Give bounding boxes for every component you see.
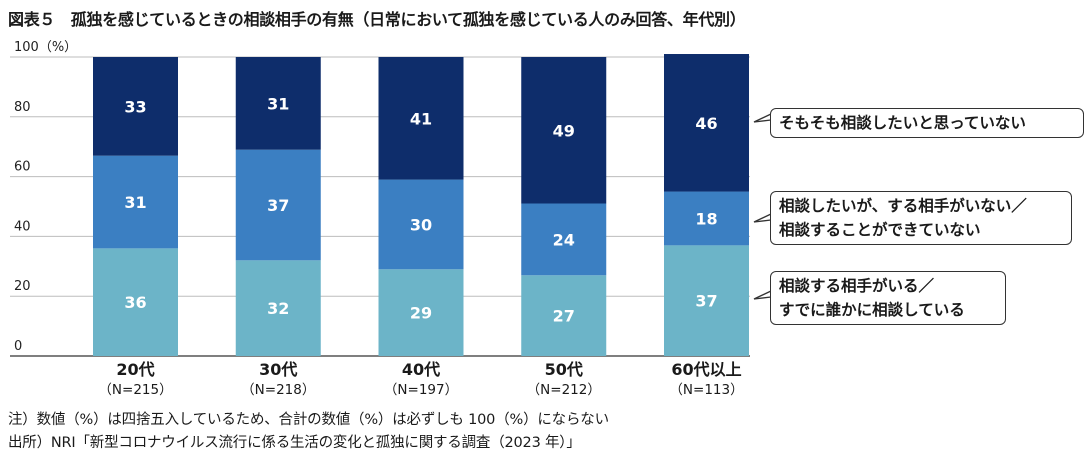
note-rounding: 注）数値（%）は四捨五入しているため、合計の数値（%）は必ずしも 100（%）に… bbox=[8, 412, 609, 428]
y-tick-label: 100（%） bbox=[14, 40, 77, 55]
data-label: 33 bbox=[124, 97, 146, 116]
category-sample-size: （N=113） bbox=[669, 382, 743, 398]
data-label: 37 bbox=[695, 292, 717, 311]
y-tick-label: 20 bbox=[14, 279, 31, 294]
data-label: 31 bbox=[267, 94, 289, 113]
bar-segment bbox=[235, 149, 321, 261]
data-label: 31 bbox=[124, 193, 146, 212]
category-label: 20代 bbox=[116, 360, 154, 379]
legend-line: 相談することができていない bbox=[779, 221, 981, 239]
data-label: 49 bbox=[553, 121, 575, 140]
bar-segment bbox=[235, 260, 321, 356]
data-label: 32 bbox=[267, 299, 289, 318]
bar-segment bbox=[93, 248, 178, 356]
category-sample-size: （N=197） bbox=[384, 382, 458, 398]
data-label: 36 bbox=[124, 293, 146, 312]
y-tick-label: 80 bbox=[14, 100, 31, 115]
data-label: 24 bbox=[553, 230, 575, 249]
bar-segment bbox=[378, 179, 464, 270]
bar-segment bbox=[664, 191, 749, 246]
bar-segment bbox=[521, 203, 607, 276]
legend-no-one-to-consult: 相談したいが、する相手がいない／ 相談することができていない bbox=[770, 191, 1072, 245]
y-tick-label: 60 bbox=[14, 160, 31, 175]
category-label: 50代 bbox=[545, 360, 583, 379]
legend-line: すでに誰かに相談している bbox=[779, 301, 965, 319]
y-tick-label: 0 bbox=[14, 339, 22, 354]
bar-segment bbox=[378, 57, 464, 180]
data-label: 41 bbox=[410, 109, 432, 128]
data-label: 46 bbox=[695, 114, 717, 133]
data-label: 18 bbox=[695, 209, 717, 228]
legend-has-someone-to-consult: 相談する相手がいる／ すでに誰かに相談している bbox=[770, 271, 1006, 325]
data-label: 29 bbox=[410, 304, 432, 323]
category-label: 30代 bbox=[259, 360, 297, 379]
category-sample-size: （N=215） bbox=[98, 382, 172, 398]
data-label: 30 bbox=[410, 215, 432, 234]
category-sample-size: （N=212） bbox=[527, 382, 601, 398]
bar-segment bbox=[521, 57, 607, 204]
legend-not-wanting-consultation: そもそも相談したいと思っていない bbox=[770, 108, 1084, 138]
category-sample-size: （N=218） bbox=[241, 382, 315, 398]
bar-segment bbox=[664, 245, 749, 356]
bar-segment bbox=[93, 155, 178, 249]
legend-pointer bbox=[753, 213, 772, 223]
data-label: 27 bbox=[553, 307, 575, 326]
bar-segment bbox=[378, 269, 464, 356]
bar-segment bbox=[521, 275, 607, 356]
note-source: 出所）NRI「新型コロナウイルス流行に係る生活の変化と孤独に関する調査（2023… bbox=[8, 435, 581, 451]
legend-line: そもそも相談したいと思っていない bbox=[779, 114, 1026, 132]
legend-line: 相談する相手がいる／ bbox=[779, 277, 935, 295]
category-label: 60代以上 bbox=[671, 360, 741, 379]
data-label: 37 bbox=[267, 196, 289, 215]
y-tick-label: 40 bbox=[14, 219, 31, 234]
legend-line: 相談したいが、する相手がいない／ bbox=[779, 197, 1027, 215]
legend-pointer bbox=[753, 290, 772, 300]
legend-pointer bbox=[753, 113, 772, 123]
category-label: 40代 bbox=[402, 360, 440, 379]
bar-segment bbox=[93, 57, 178, 156]
bar-segment bbox=[235, 57, 321, 150]
chart-title: 図表５ 孤独を感じているときの相談相手の有無（日常において孤独を感じている人のみ… bbox=[8, 10, 746, 29]
bar-segment bbox=[664, 54, 749, 192]
